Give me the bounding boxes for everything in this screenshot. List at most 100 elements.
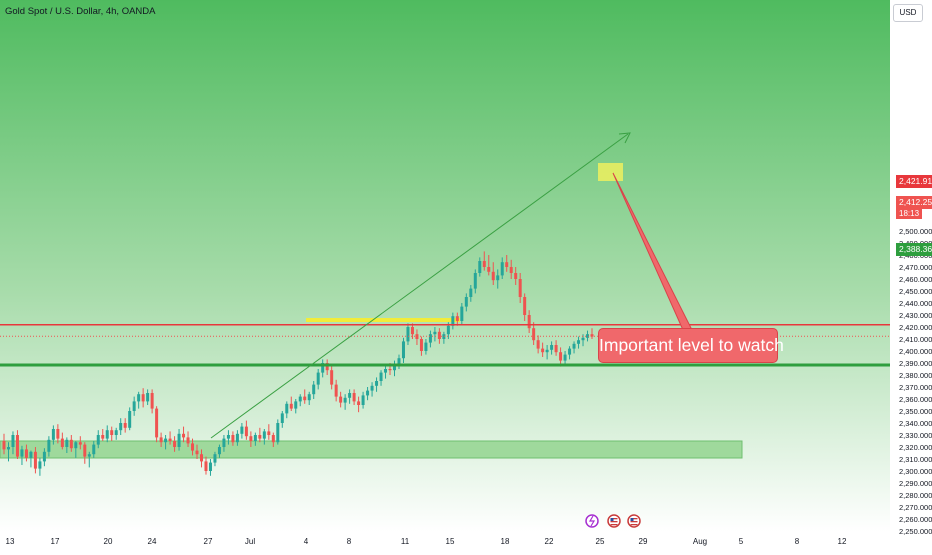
candle-body bbox=[500, 262, 504, 276]
candle-body bbox=[505, 262, 509, 267]
lightning-glyph bbox=[588, 515, 596, 527]
candle-body bbox=[96, 435, 100, 445]
demand-zone bbox=[0, 440, 743, 459]
callout-important-level[interactable]: Important level to watch bbox=[598, 328, 784, 363]
candle-body bbox=[132, 401, 136, 411]
candle-body bbox=[330, 370, 334, 385]
time-tick-label: 18 bbox=[501, 537, 510, 546]
candle-body bbox=[235, 433, 239, 443]
candle-body bbox=[222, 438, 226, 447]
candle-body bbox=[401, 341, 405, 359]
price-tick-label: 2,380.000 bbox=[899, 371, 932, 380]
candle-body bbox=[325, 363, 329, 371]
time-tick-label: 8 bbox=[347, 537, 352, 546]
candle-body bbox=[397, 358, 401, 365]
candle-body bbox=[204, 461, 208, 471]
price-tick-label: 2,270.000 bbox=[899, 503, 932, 512]
yellow-target-box bbox=[598, 163, 623, 181]
candle-body bbox=[213, 454, 217, 463]
candle-body bbox=[379, 372, 383, 381]
candle-body bbox=[442, 334, 446, 339]
candle-body bbox=[577, 340, 581, 344]
time-tick-label: 25 bbox=[596, 537, 605, 546]
candle-body bbox=[69, 439, 73, 449]
candle-body bbox=[307, 394, 311, 401]
candle-body bbox=[276, 423, 280, 443]
candle-body bbox=[280, 413, 284, 423]
candle-body bbox=[384, 369, 388, 373]
flag-canton bbox=[630, 518, 634, 521]
candle-body bbox=[168, 438, 172, 441]
time-tick-label: 13 bbox=[6, 537, 15, 546]
candle-body bbox=[294, 401, 298, 409]
candle-body bbox=[155, 408, 159, 438]
candle-body bbox=[114, 430, 118, 435]
support-price-label: 2,388.367 bbox=[896, 243, 932, 256]
candle-body bbox=[473, 273, 477, 289]
candle-body bbox=[249, 436, 253, 441]
candle-body bbox=[446, 325, 450, 335]
currency-button[interactable]: USD bbox=[893, 4, 923, 22]
candle-body bbox=[217, 447, 221, 455]
candle-body bbox=[424, 342, 428, 351]
candle-body bbox=[29, 451, 33, 458]
time-tick-label: Aug bbox=[693, 537, 707, 546]
price-tick-label: 2,330.000 bbox=[899, 431, 932, 440]
candle-body bbox=[24, 449, 28, 458]
candle-body bbox=[15, 435, 19, 457]
candle-body bbox=[11, 435, 15, 447]
candle-body bbox=[316, 372, 320, 385]
candle-body bbox=[74, 442, 78, 449]
candle-body bbox=[240, 426, 244, 434]
candle-body bbox=[361, 395, 365, 405]
candle-body bbox=[51, 429, 55, 440]
candle-body bbox=[428, 334, 432, 343]
candle-body bbox=[343, 397, 347, 403]
countdown-label: 18:13 bbox=[896, 208, 923, 219]
candle-body bbox=[226, 435, 230, 439]
time-tick-label: 27 bbox=[204, 537, 213, 546]
flag-canton bbox=[610, 518, 614, 521]
candle-body bbox=[366, 390, 370, 396]
time-tick-label: 11 bbox=[401, 537, 410, 546]
candle-body bbox=[101, 435, 105, 439]
candle-body bbox=[191, 443, 195, 451]
flag-stripe bbox=[610, 521, 618, 523]
candle-body bbox=[285, 403, 289, 414]
symbol-title: Gold Spot / U.S. Dollar, 4h, OANDA bbox=[5, 6, 156, 17]
candle-body bbox=[406, 327, 410, 342]
candle-body bbox=[455, 316, 459, 321]
price-tick-label: 2,500.000 bbox=[899, 227, 932, 236]
time-tick-label: 29 bbox=[639, 537, 648, 546]
time-tick-label: 4 bbox=[304, 537, 309, 546]
price-tick-label: 2,290.000 bbox=[899, 479, 932, 488]
candle-body bbox=[78, 442, 82, 445]
candle-body bbox=[2, 441, 6, 450]
candle-body bbox=[563, 354, 567, 361]
candle-body bbox=[586, 334, 590, 338]
candle-body bbox=[478, 261, 482, 273]
candle-body bbox=[262, 431, 266, 439]
price-tick-label: 2,360.000 bbox=[899, 395, 932, 404]
time-tick-label: 5 bbox=[739, 537, 744, 546]
price-tick-label: 2,260.000 bbox=[899, 515, 932, 524]
trendline-arrowhead bbox=[618, 132, 631, 144]
candle-body bbox=[334, 384, 338, 397]
candle-body bbox=[253, 435, 257, 441]
candle-body bbox=[536, 340, 540, 349]
candle-body bbox=[393, 364, 397, 371]
candle-body bbox=[186, 437, 190, 444]
candle-body bbox=[514, 273, 518, 279]
candle-body bbox=[554, 345, 558, 353]
candle-body bbox=[388, 369, 392, 371]
candle-body bbox=[231, 435, 235, 443]
price-tick-label: 2,410.000 bbox=[899, 335, 932, 344]
yellow-level-marker bbox=[306, 318, 460, 322]
candle-body bbox=[208, 462, 212, 471]
candle-body bbox=[6, 447, 10, 450]
candle-body bbox=[141, 394, 145, 402]
candle-body bbox=[47, 439, 51, 452]
candle-body bbox=[267, 431, 271, 435]
time-tick-label: 24 bbox=[148, 537, 157, 546]
